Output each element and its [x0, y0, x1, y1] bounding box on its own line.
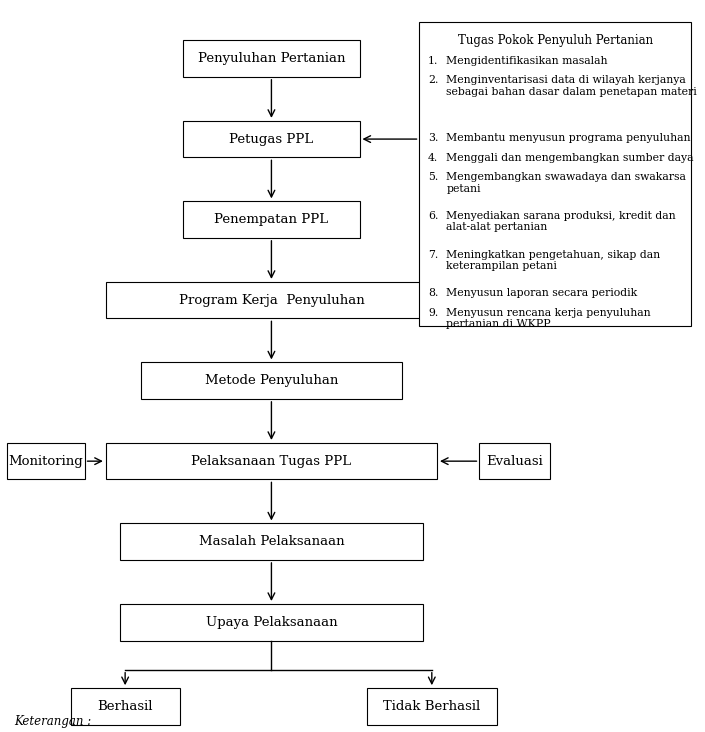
- Text: Mengidentifikasikan masalah: Mengidentifikasikan masalah: [446, 56, 608, 66]
- Text: Berhasil: Berhasil: [97, 700, 153, 713]
- Text: 4.: 4.: [428, 152, 439, 163]
- Text: Pelaksanaan Tugas PPL: Pelaksanaan Tugas PPL: [191, 455, 352, 468]
- Text: Meningkatkan pengetahuan, sikap dan keterampilan petani: Meningkatkan pengetahuan, sikap dan kete…: [446, 250, 661, 272]
- Text: 7.: 7.: [428, 250, 439, 260]
- Text: Menyediakan sarana produksi, kredit dan alat-alat pertanian: Menyediakan sarana produksi, kredit dan …: [446, 211, 676, 233]
- Text: Mengembangkan swawadaya dan swakarsa petani: Mengembangkan swawadaya dan swakarsa pet…: [446, 172, 686, 194]
- FancyBboxPatch shape: [183, 40, 360, 77]
- FancyBboxPatch shape: [419, 22, 691, 326]
- Text: Penyuluhan Pertanian: Penyuluhan Pertanian: [197, 52, 345, 65]
- Text: 6.: 6.: [428, 211, 439, 221]
- FancyBboxPatch shape: [120, 523, 423, 560]
- Text: Keterangan :: Keterangan :: [14, 715, 92, 728]
- Text: Membantu menyusun programa penyuluhan: Membantu menyusun programa penyuluhan: [446, 133, 691, 143]
- Text: Tidak Berhasil: Tidak Berhasil: [384, 700, 480, 713]
- Text: Evaluasi: Evaluasi: [486, 455, 543, 468]
- Text: 1.: 1.: [428, 56, 439, 66]
- Text: Menyusun rencana kerja penyuluhan pertanian di WKPP: Menyusun rencana kerja penyuluhan pertan…: [446, 308, 651, 329]
- Text: 9.: 9.: [428, 308, 439, 318]
- FancyBboxPatch shape: [367, 688, 497, 725]
- FancyBboxPatch shape: [183, 121, 360, 157]
- Text: 5.: 5.: [428, 172, 439, 182]
- Text: Program Kerja  Penyuluhan: Program Kerja Penyuluhan: [178, 294, 364, 307]
- Text: Tugas Pokok Penyuluh Pertanian: Tugas Pokok Penyuluh Pertanian: [458, 34, 653, 47]
- FancyBboxPatch shape: [141, 362, 402, 399]
- Text: Petugas PPL: Petugas PPL: [229, 132, 314, 146]
- Text: Penempatan PPL: Penempatan PPL: [214, 213, 329, 226]
- Text: Menginventarisasi data di wilayah kerjanya sebagai bahan dasar dalam penetapan m: Menginventarisasi data di wilayah kerjan…: [446, 75, 697, 97]
- FancyBboxPatch shape: [106, 443, 437, 479]
- FancyBboxPatch shape: [479, 443, 550, 479]
- Text: Metode Penyuluhan: Metode Penyuluhan: [204, 374, 338, 387]
- FancyBboxPatch shape: [106, 282, 437, 318]
- FancyBboxPatch shape: [120, 604, 423, 640]
- Text: Masalah Pelaksanaan: Masalah Pelaksanaan: [199, 535, 344, 548]
- FancyBboxPatch shape: [70, 688, 180, 725]
- Text: Upaya Pelaksanaan: Upaya Pelaksanaan: [206, 616, 337, 629]
- FancyBboxPatch shape: [183, 201, 360, 238]
- Text: Menyusun laporan secara periodik: Menyusun laporan secara periodik: [446, 288, 637, 299]
- Text: 3.: 3.: [428, 133, 439, 143]
- Text: Monitoring: Monitoring: [8, 455, 83, 468]
- Text: Menggali dan mengembangkan sumber daya: Menggali dan mengembangkan sumber daya: [446, 152, 694, 163]
- Text: 2.: 2.: [428, 75, 439, 85]
- Text: 8.: 8.: [428, 288, 439, 299]
- FancyBboxPatch shape: [7, 443, 85, 479]
